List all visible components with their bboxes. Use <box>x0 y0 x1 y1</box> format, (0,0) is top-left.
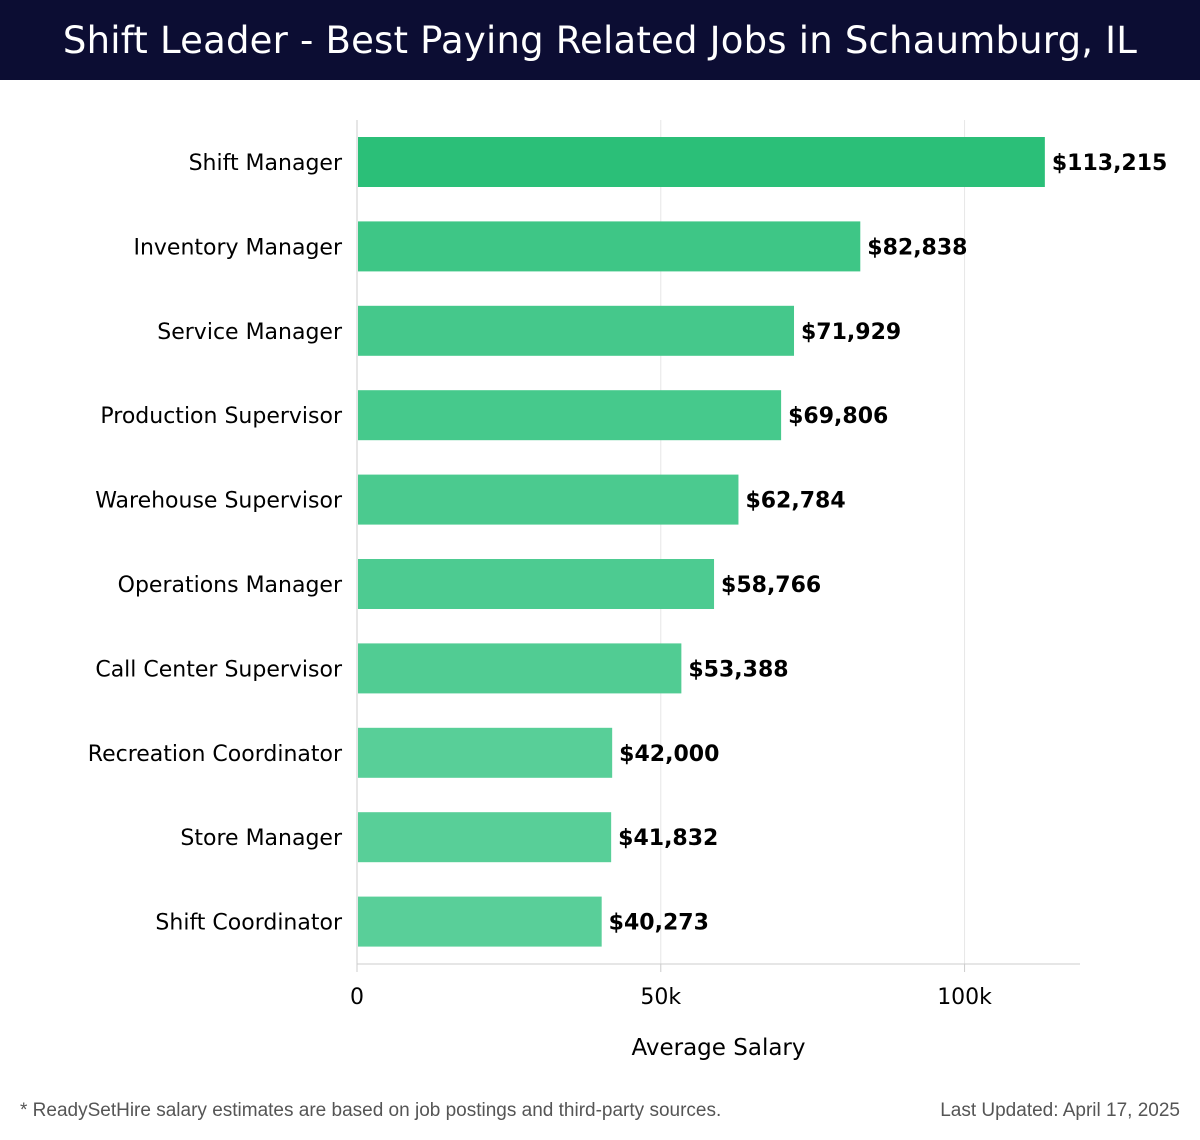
value-label-9: $40,273 <box>609 911 709 936</box>
bar-4 <box>358 474 739 525</box>
value-label-1: $82,838 <box>867 235 967 260</box>
category-label-8: Store Manager <box>180 826 343 851</box>
x-tick-label-2: 100k <box>937 985 992 1010</box>
bar-8 <box>358 812 612 863</box>
bar-6 <box>358 643 682 694</box>
category-label-2: Service Manager <box>157 320 343 345</box>
bar-3 <box>358 390 782 441</box>
x-axis-title: Average Salary <box>631 1035 805 1061</box>
bar-0 <box>358 137 1045 187</box>
category-label-3: Production Supervisor <box>100 404 343 429</box>
bar-5 <box>358 559 715 609</box>
bar-1 <box>358 221 861 272</box>
category-label-5: Operations Manager <box>118 573 343 598</box>
value-label-6: $53,388 <box>688 657 788 682</box>
bar-7 <box>358 727 613 778</box>
bar-2 <box>358 305 795 356</box>
value-label-2: $71,929 <box>801 320 901 345</box>
x-tick-label-0: 0 <box>350 985 364 1010</box>
category-label-9: Shift Coordinator <box>155 911 343 936</box>
x-tick-label-1: 50k <box>640 985 681 1010</box>
last-updated: Last Updated: April 17, 2025 <box>940 1100 1180 1121</box>
bar-9 <box>358 896 602 947</box>
category-label-6: Call Center Supervisor <box>95 657 343 682</box>
category-label-4: Warehouse Supervisor <box>95 489 343 514</box>
category-label-0: Shift Manager <box>189 151 343 176</box>
category-label-1: Inventory Manager <box>133 235 342 260</box>
value-label-3: $69,806 <box>788 404 888 429</box>
footer-note: * ReadySetHire salary estimates are base… <box>20 1100 722 1121</box>
chart-title: Shift Leader - Best Paying Related Jobs … <box>0 0 1200 80</box>
category-label-7: Recreation Coordinator <box>88 742 343 767</box>
value-label-0: $113,215 <box>1052 151 1168 176</box>
value-label-7: $42,000 <box>619 742 719 767</box>
value-label-8: $41,832 <box>618 826 718 851</box>
value-label-4: $62,784 <box>745 489 845 514</box>
value-label-5: $58,766 <box>721 573 821 598</box>
